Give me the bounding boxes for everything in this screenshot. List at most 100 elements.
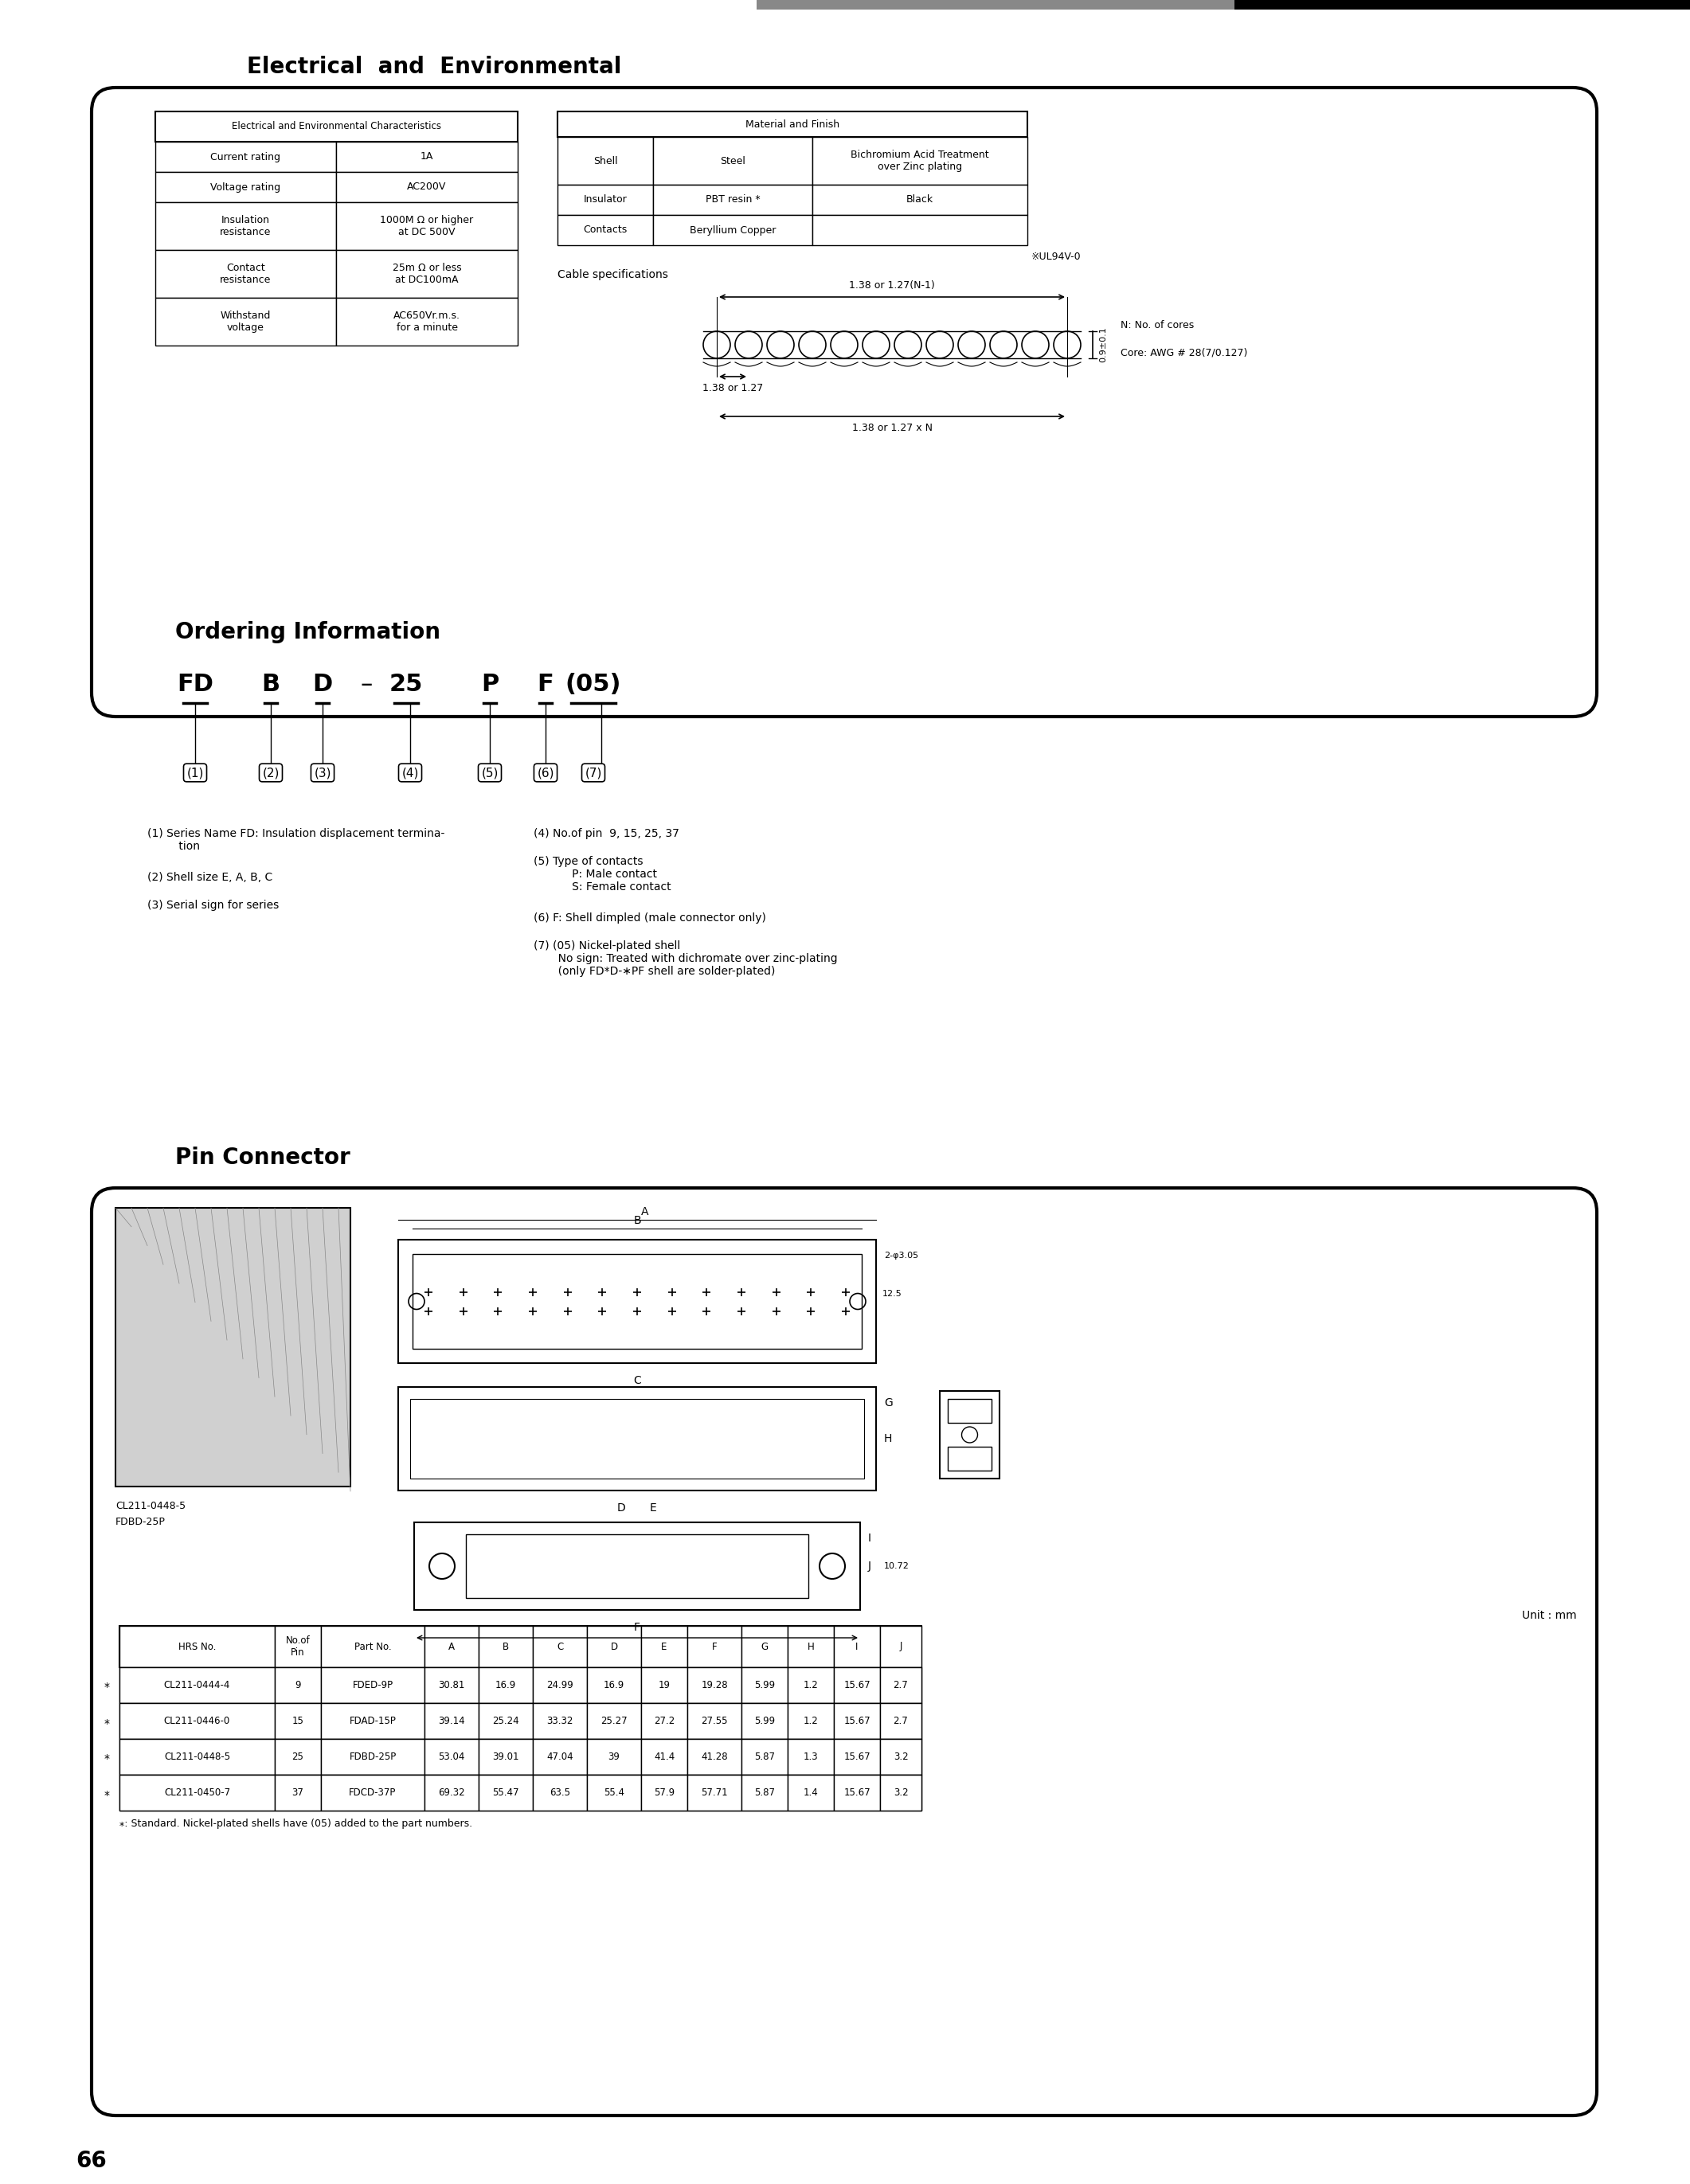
Bar [321,1625,424,1666]
Bar [641,1625,688,1666]
Text: CL211-0448-5: CL211-0448-5 [164,1752,230,1762]
Text: Black: Black [906,194,933,205]
Text: Steel: Steel [720,155,745,166]
Bar [833,1738,880,1776]
Bar [948,1446,992,1470]
Text: 1A: 1A [421,151,433,162]
Text: 30.81: 30.81 [438,1679,465,1690]
Bar [115,1208,350,1487]
Bar [788,1776,833,1811]
Text: CL211-0450-7: CL211-0450-7 [164,1787,230,1797]
Text: (05): (05) [564,673,622,697]
Bar [688,1738,742,1776]
Text: 55.47: 55.47 [492,1787,519,1797]
Text: 27.2: 27.2 [654,1717,674,1725]
Text: (1): (1) [186,767,203,780]
Text: Shell: Shell [593,155,617,166]
Bar [155,203,336,249]
Bar [757,0,1234,9]
Text: 15.67: 15.67 [843,1679,870,1690]
Bar [880,1704,921,1738]
Text: Insulator: Insulator [583,194,627,205]
Text: Beryllium Copper: Beryllium Copper [690,225,776,236]
Bar [558,186,652,214]
Bar [880,1776,921,1811]
Text: 69.32: 69.32 [438,1787,465,1797]
Bar [742,1738,788,1776]
Bar [813,186,1028,214]
Bar [688,1666,742,1704]
Bar [652,186,813,214]
Text: G: G [760,1642,769,1651]
Text: D: D [313,673,333,697]
Bar [688,1625,742,1666]
Text: (6): (6) [537,767,554,780]
Text: AC200V: AC200V [407,181,446,192]
Text: B: B [502,1642,509,1651]
Bar [688,1704,742,1738]
Text: F: F [634,1623,641,1634]
Text: 25: 25 [292,1752,304,1762]
Text: CL211-0444-4: CL211-0444-4 [164,1679,230,1690]
Bar [478,1666,532,1704]
Text: Material and Finish: Material and Finish [745,120,840,129]
Bar [424,1625,478,1666]
Bar [742,1625,788,1666]
Text: F: F [711,1642,717,1651]
Bar [120,1704,921,1738]
Text: 15: 15 [292,1717,304,1725]
Bar [336,203,517,249]
Text: 12.5: 12.5 [882,1289,902,1297]
Bar [880,1738,921,1776]
Bar [788,1738,833,1776]
Text: E: E [661,1642,668,1651]
Bar [321,1738,424,1776]
Bar [275,1625,321,1666]
Text: Bichromium Acid Treatment
over Zinc plating: Bichromium Acid Treatment over Zinc plat… [850,151,989,173]
Text: 1000M Ω or higher
at DC 500V: 1000M Ω or higher at DC 500V [380,214,473,238]
Text: A: A [641,1206,649,1216]
Bar [336,142,517,173]
Text: (5): (5) [482,767,499,780]
Bar [478,1738,532,1776]
Bar [466,1535,808,1599]
Bar [880,1625,921,1666]
Bar [120,1625,921,1666]
Bar [652,214,813,245]
Text: Core: AWG # 28(7/0.127): Core: AWG # 28(7/0.127) [1120,347,1247,358]
Text: Pin Connector: Pin Connector [176,1147,350,1168]
Text: (2): (2) [262,767,279,780]
Bar [558,138,652,186]
Text: C: C [634,1376,641,1387]
Text: 15.67: 15.67 [843,1717,870,1725]
Bar [1234,0,1690,9]
Bar [478,1704,532,1738]
Text: ※UL94V-0: ※UL94V-0 [1031,251,1082,262]
Text: Current rating: Current rating [211,151,281,162]
Bar [558,111,1028,138]
Bar [641,1738,688,1776]
Text: PBT resin *: PBT resin * [705,194,760,205]
Bar [275,1666,321,1704]
Text: 47.04: 47.04 [546,1752,573,1762]
Text: FDBD-25P: FDBD-25P [115,1516,166,1527]
Text: 25.24: 25.24 [492,1717,519,1725]
Text: 5.99: 5.99 [754,1717,776,1725]
Text: 24.99: 24.99 [546,1679,573,1690]
Text: G: G [884,1398,892,1409]
Text: 66: 66 [76,2149,106,2173]
Bar [532,1704,586,1738]
Bar [558,214,652,245]
Text: 10.72: 10.72 [884,1562,909,1570]
Text: 37: 37 [292,1787,304,1797]
Text: 41.28: 41.28 [701,1752,728,1762]
Text: D: D [610,1642,617,1651]
Bar [948,1400,992,1422]
Bar [120,1776,275,1811]
Bar [532,1776,586,1811]
Text: FDED-9P: FDED-9P [353,1679,394,1690]
Bar [641,1704,688,1738]
Text: I: I [855,1642,859,1651]
Bar [833,1704,880,1738]
Text: 25m Ω or less
at DC100mA: 25m Ω or less at DC100mA [392,262,461,286]
